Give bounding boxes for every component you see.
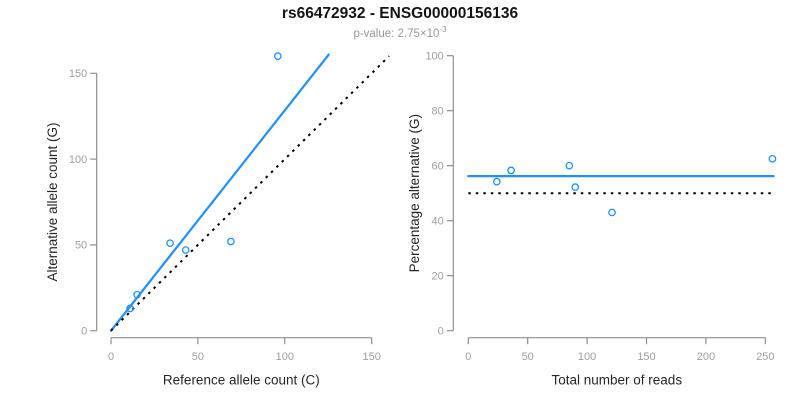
pvalue-exponent: -3 <box>439 25 447 34</box>
percentage-scatter-x-tick-label: 100 <box>578 351 596 363</box>
allele-count-scatter-y-tick-label: 150 <box>69 68 87 80</box>
percentage-scatter-y-tick-label: 40 <box>432 216 444 228</box>
percentage-scatter-data-point <box>507 166 515 175</box>
percentage-scatter-data-point <box>571 183 580 191</box>
percentage-scatter-x-tick-label: 200 <box>697 351 715 363</box>
percentage-scatter-x-tick-label: 0 <box>465 351 471 363</box>
percentage-scatter-data-point <box>768 154 777 163</box>
percentage-scatter-x-axis-title: Total number of reads <box>552 373 683 388</box>
allele-count-scatter-data-point <box>126 304 134 313</box>
allele-count-scatter-y-tick-label: 0 <box>81 326 87 338</box>
allele-count-scatter-x-tick-label: 100 <box>276 351 294 363</box>
allele-count-scatter-data-point <box>273 52 282 60</box>
allele-count-scatter-data-point <box>227 237 235 246</box>
percentage-scatter-y-tick-label: 0 <box>438 326 444 338</box>
plot-title: rs66472932 - ENSG00000156136 <box>281 5 519 22</box>
percentage-scatter-data-point <box>565 161 574 170</box>
allele-count-scatter-x-tick-label: 150 <box>363 351 381 363</box>
allele-count-scatter-data-point <box>133 290 141 299</box>
allele-count-scatter-data-point <box>166 239 174 248</box>
percentage-scatter-y-tick-label: 60 <box>432 161 444 173</box>
allele-count-scatter-y-tick-label: 50 <box>75 240 87 252</box>
allele-count-scatter-x-tick-label: 0 <box>108 351 114 363</box>
percentage-scatter-data-point <box>492 177 501 186</box>
allele-count-scatter-y-axis-title: Alternative allele count (G) <box>45 122 60 281</box>
percentage-scatter-x-tick-label: 150 <box>637 351 655 363</box>
plot-subtitle: p-value: 2.75×10-3 <box>0 25 800 40</box>
pvalue-text: p-value: 2.75×10 <box>353 27 440 40</box>
percentage-scatter-y-tick-label: 80 <box>432 106 444 118</box>
allele-count-scatter-x-axis-title: Reference allele count (C) <box>163 373 320 388</box>
percentage-scatter-y-tick-label: 20 <box>432 271 444 283</box>
percentage-scatter-x-tick-label: 250 <box>756 351 774 363</box>
percentage-scatter-x-tick-label: 50 <box>522 351 534 363</box>
allele-count-scatter-data-point <box>181 246 190 254</box>
allele-count-scatter-x-tick-label: 50 <box>192 351 204 363</box>
allele-count-scatter-y-tick-label: 100 <box>69 154 87 166</box>
allele-count-scatter-identity-line <box>110 55 390 332</box>
percentage-scatter-y-axis-title: Percentage alternative (G) <box>407 114 422 272</box>
percentage-scatter-y-tick-label: 100 <box>425 51 443 63</box>
percentage-scatter-data-point <box>608 208 616 217</box>
allele-count-scatter-fit-line <box>109 53 330 332</box>
